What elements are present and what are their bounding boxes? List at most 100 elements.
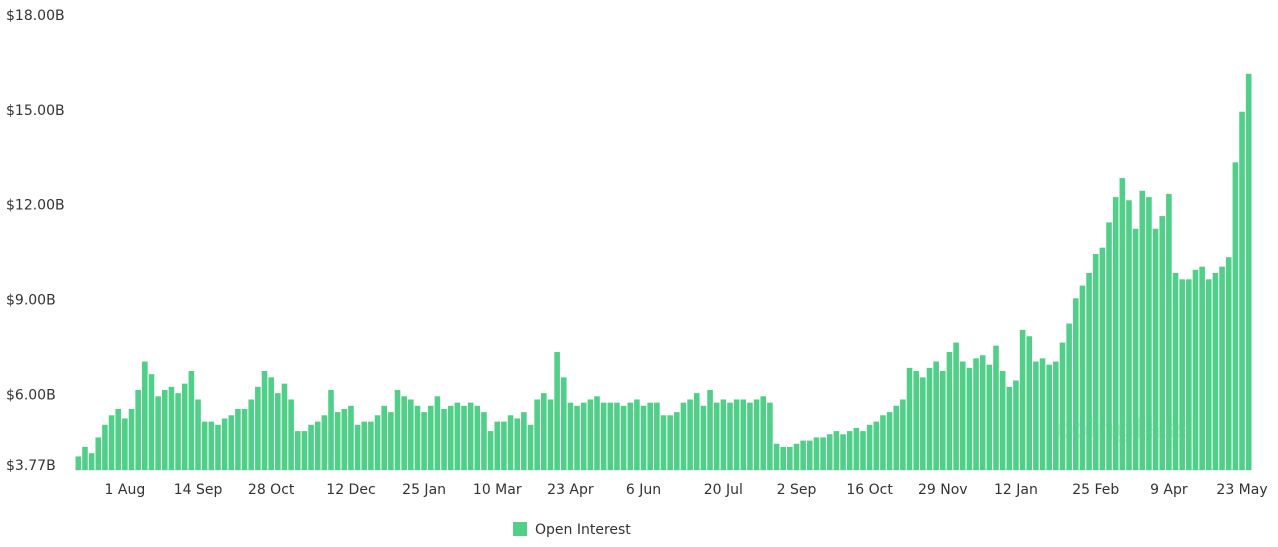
bar [893, 405, 900, 470]
bar [481, 412, 487, 470]
bar [687, 399, 693, 470]
x-tick-label: 9 Apr [1150, 482, 1188, 498]
bar [348, 405, 354, 470]
bar [986, 364, 993, 470]
bar [115, 408, 122, 470]
bar [720, 399, 727, 470]
bar [388, 412, 394, 470]
bar [826, 434, 833, 470]
bar [1059, 342, 1066, 470]
x-tick-label: 12 Jan [994, 482, 1038, 498]
bar [95, 437, 102, 470]
y-tick-label: $6.00B [6, 387, 56, 403]
bar [1126, 200, 1132, 470]
bar [228, 415, 235, 470]
x-tick-label: 6 Jun [626, 482, 661, 498]
bar [1172, 272, 1179, 470]
bar [408, 399, 414, 470]
bar [161, 389, 168, 470]
x-tick-label: 14 Sep [174, 482, 223, 498]
bar [767, 402, 773, 470]
bar [181, 383, 188, 470]
x-tick-label: 25 Feb [1072, 482, 1119, 498]
bar [993, 345, 999, 470]
bar [793, 443, 800, 470]
bar [514, 418, 520, 470]
bar [142, 361, 148, 470]
bar [1139, 190, 1146, 470]
bar [999, 371, 1006, 470]
bar [288, 399, 294, 470]
bar [780, 446, 786, 470]
bar [221, 418, 228, 470]
bar [235, 408, 241, 470]
bar [1166, 193, 1172, 470]
bar [88, 453, 95, 470]
bar [521, 412, 527, 470]
bar [1112, 197, 1119, 471]
bar [334, 412, 341, 470]
bar [501, 421, 507, 470]
bar [188, 371, 195, 470]
bar [447, 405, 454, 470]
bar [807, 440, 813, 470]
bar [281, 383, 288, 470]
bar [328, 389, 334, 470]
bar [866, 424, 873, 470]
y-tick-label: $3.77B [6, 458, 56, 474]
bar [361, 421, 368, 470]
bar [1225, 257, 1232, 470]
bar [567, 402, 574, 470]
bar [1245, 73, 1252, 471]
bar [1013, 380, 1019, 470]
bar [747, 402, 753, 470]
bar [208, 421, 215, 470]
bar [913, 371, 919, 470]
bar [660, 415, 667, 470]
bar [800, 440, 806, 470]
bar [215, 424, 221, 470]
bar [933, 361, 939, 470]
bar [1212, 272, 1219, 470]
x-tick-label: 2 Sep [777, 482, 817, 498]
bar [693, 393, 700, 470]
bar [959, 361, 966, 470]
bar [1146, 197, 1152, 471]
bar [773, 443, 780, 470]
bar [1039, 358, 1046, 470]
y-tick-label: $18.00B [6, 8, 65, 24]
bar [1205, 279, 1212, 470]
bar [427, 405, 434, 470]
bar [1099, 247, 1106, 470]
bar [946, 352, 953, 470]
bar [1072, 298, 1079, 470]
bar [394, 389, 401, 470]
bar [674, 412, 680, 470]
bar [813, 437, 820, 470]
bar [1019, 329, 1026, 470]
bar [700, 405, 707, 470]
bar [527, 424, 534, 470]
bar [108, 415, 115, 470]
bar [474, 405, 481, 470]
x-tick-label: 20 Jul [704, 482, 743, 498]
bar [654, 402, 660, 470]
bar [268, 377, 274, 470]
bar [979, 355, 986, 470]
x-tick-label: 16 Oct [846, 482, 893, 498]
bar [314, 421, 321, 470]
bar [939, 371, 946, 470]
legend-label: Open Interest [535, 522, 631, 538]
bar [201, 421, 208, 470]
x-tick-label: 1 Aug [105, 482, 146, 498]
bar [667, 415, 673, 470]
bar [368, 421, 374, 470]
bar [175, 393, 181, 470]
bar [547, 399, 554, 470]
bar [148, 374, 155, 470]
bar [122, 418, 128, 470]
bar [1086, 272, 1092, 470]
bar [580, 402, 587, 470]
bar [135, 389, 141, 470]
y-tick-label: $15.00B [6, 103, 65, 119]
